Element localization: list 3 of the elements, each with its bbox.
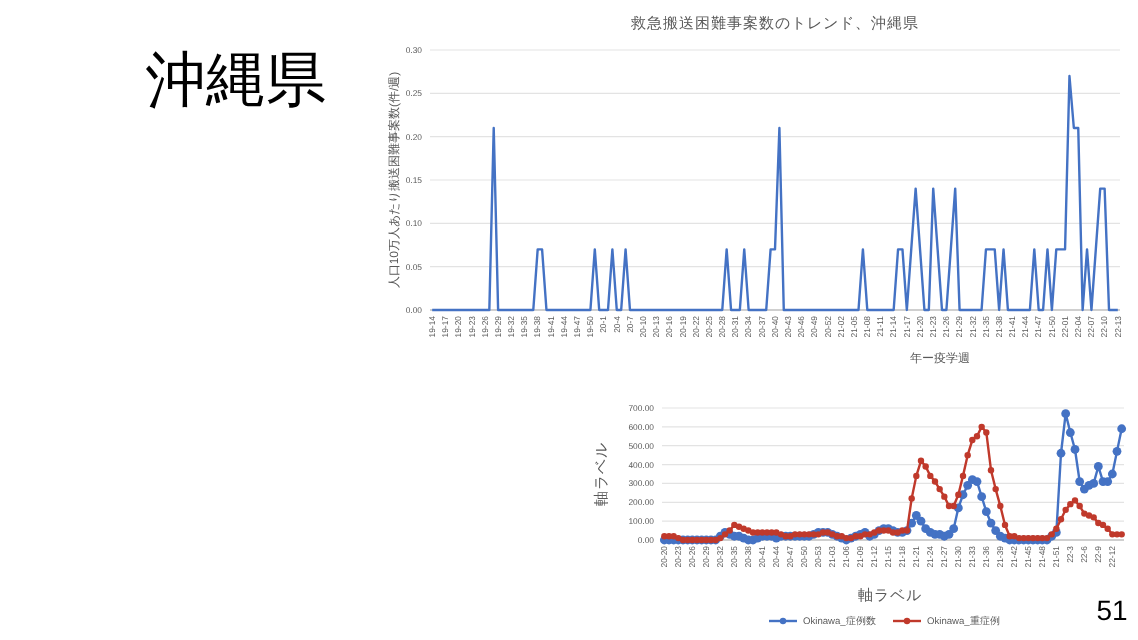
line-series [431, 74, 1119, 312]
text: 51 [1096, 594, 1128, 626]
text: 沖縄県 [146, 48, 326, 114]
